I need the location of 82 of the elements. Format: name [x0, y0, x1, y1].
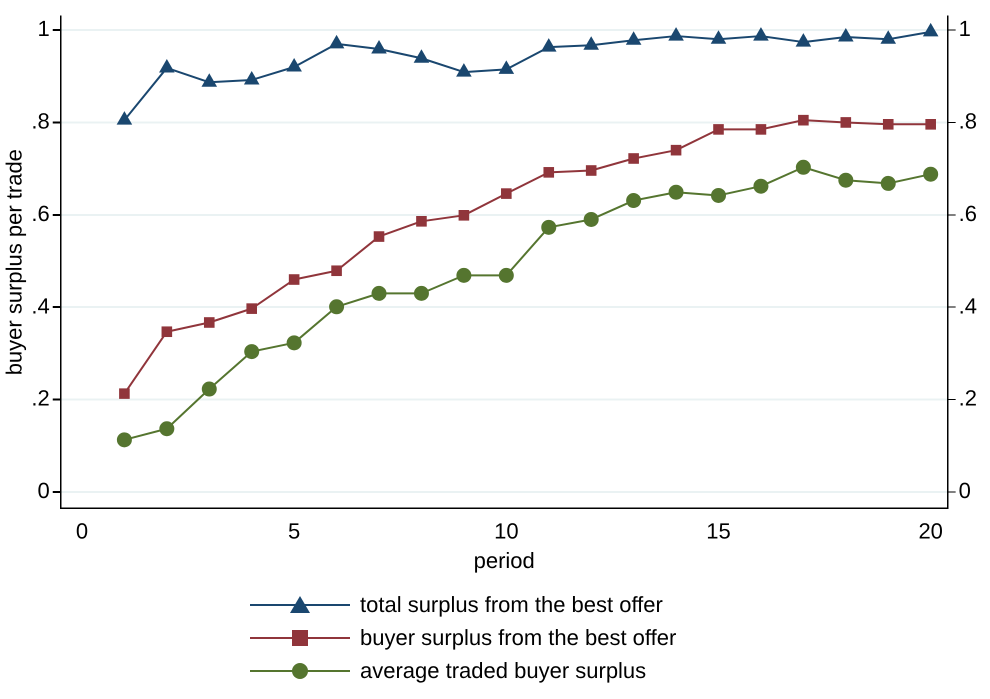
point [414, 286, 429, 301]
point [713, 124, 724, 135]
point [116, 111, 132, 125]
legend-label: buyer surplus from the best offer [360, 624, 676, 650]
point [414, 49, 430, 63]
point [882, 119, 894, 130]
point [583, 36, 599, 50]
point [328, 34, 344, 48]
point [584, 212, 599, 227]
point [838, 172, 854, 188]
x-tick-label: 0 [76, 518, 88, 544]
legend-label: average traded buyer surplus [360, 658, 646, 684]
point [796, 160, 811, 175]
point [586, 165, 596, 176]
point [498, 60, 514, 74]
point [796, 33, 812, 47]
point [246, 303, 258, 314]
point [374, 231, 384, 242]
point [244, 70, 260, 84]
y2-tick-label: .8 [958, 108, 978, 134]
y-tick-label: .6 [31, 200, 50, 226]
y2-tick-label: .2 [958, 386, 978, 411]
point [204, 317, 215, 328]
point [331, 265, 342, 276]
point [626, 31, 642, 45]
y2-tick-label: 1 [958, 16, 971, 42]
point [798, 114, 809, 126]
point [288, 274, 300, 285]
point [372, 286, 387, 301]
point [838, 28, 854, 42]
point [244, 344, 260, 360]
point [880, 30, 896, 44]
point [286, 335, 302, 350]
x-tick-label: 5 [288, 518, 300, 544]
x-axis-title: period [474, 548, 535, 573]
point [711, 188, 726, 203]
y2-tick-label: 0 [958, 478, 971, 504]
point [498, 268, 514, 283]
point [628, 153, 639, 164]
point [922, 22, 938, 36]
point [753, 27, 769, 41]
point [840, 117, 852, 128]
x-tick-label: 10 [494, 518, 519, 544]
point [371, 40, 387, 54]
x-tick-label: 20 [918, 518, 943, 544]
point [201, 73, 218, 87]
point [116, 432, 132, 448]
point [162, 326, 172, 338]
point [456, 63, 472, 77]
point [541, 220, 556, 235]
x-tick-label: 15 [706, 518, 731, 544]
point [501, 188, 512, 199]
point [456, 268, 472, 283]
y-tick-label: .8 [31, 108, 50, 134]
point [670, 144, 682, 156]
legend-label: total surplus from the best offer [360, 592, 663, 618]
point [923, 166, 938, 182]
point [329, 299, 344, 314]
point [925, 119, 936, 130]
point [626, 193, 642, 208]
point [753, 178, 768, 194]
y-tick-label: 0 [38, 478, 50, 504]
y2-tick-label: .4 [958, 293, 978, 318]
point [543, 167, 554, 178]
point [880, 176, 896, 191]
point [202, 382, 217, 397]
point [756, 124, 766, 135]
point [540, 38, 557, 52]
point [159, 421, 174, 436]
point [159, 58, 175, 72]
point [710, 30, 726, 44]
y-tick-label: 1 [38, 16, 50, 42]
y-tick-label: .4 [31, 293, 50, 318]
point [668, 184, 684, 200]
point [416, 216, 427, 227]
y-tick-label: .2 [31, 386, 50, 411]
point [119, 388, 130, 399]
point [668, 27, 684, 41]
y-axis-title: buyer surplus per trade [1, 149, 26, 376]
point [458, 210, 470, 221]
y2-tick-label: .6 [958, 200, 978, 226]
point [286, 58, 302, 72]
